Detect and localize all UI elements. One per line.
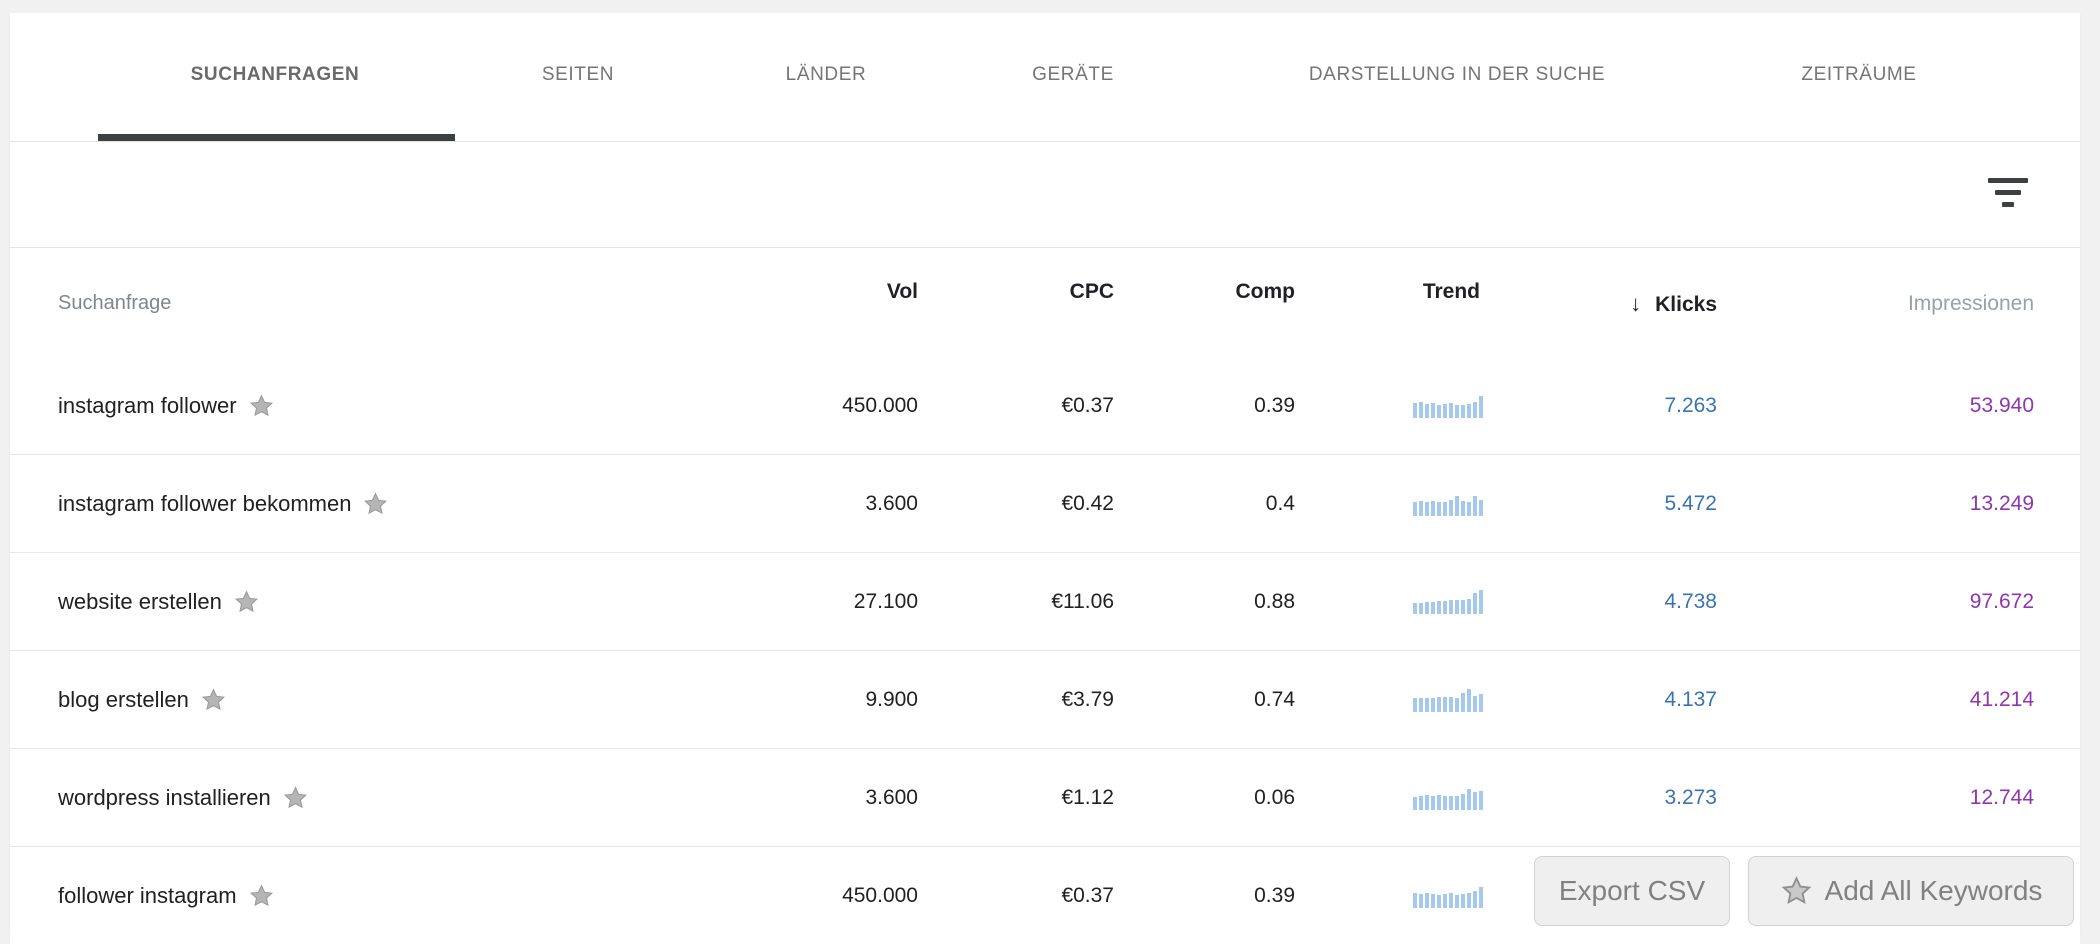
keyword-label: website erstellen [58,588,222,614]
floating-actions: Export CSV Add All Keywords [1534,856,2074,926]
vol-value: 450.000 [842,883,918,907]
star-icon [1781,876,1811,904]
cpc-value: €1.12 [1061,785,1114,809]
tab-darstellung[interactable]: DARSTELLUNG IN DER SUCHE [1308,64,1606,85]
keyword-label: instagram follower [58,392,237,418]
filter-funnel-icon[interactable] [1986,178,2030,210]
table-row: wordpress installieren 3.600 €1.12 0.06 … [10,749,2080,847]
cpc-value: €11.06 [1051,589,1114,613]
col-header-cpc[interactable]: CPC [1069,280,1114,303]
impressionen-value: 41.214 [1969,687,2034,711]
trend-sparkline [1413,783,1485,810]
vol-value: 3.600 [865,785,918,809]
favorite-star-icon[interactable] [362,491,389,517]
vol-value: 3.600 [865,491,918,515]
trend-sparkline [1413,685,1485,712]
trend-sparkline [1413,489,1485,516]
sort-desc-icon: ↓ [1630,291,1642,316]
impressionen-value: 12.744 [1969,785,2034,809]
table-header: Suchanfrage Vol CPC Comp Trend ↓ Klicks I… [10,247,2080,358]
tab-geraete[interactable]: GERÄTE [1032,64,1114,85]
table-body: instagram follower 450.000 €0.37 0.39 7.… [10,357,2080,944]
tab-suchanfragen[interactable]: SUCHANFRAGEN [190,64,360,85]
comp-value: 0.06 [1254,785,1295,809]
col-header-comp[interactable]: Comp [1235,280,1296,303]
favorite-star-icon[interactable] [282,785,309,811]
tab-bar: SUCHANFRAGEN SEITEN LÄNDER GERÄTE DARSTE… [10,13,2080,142]
col-header-klicks[interactable]: ↓ Klicks [1630,291,1717,316]
trend-sparkline [1413,391,1485,418]
comp-value: 0.39 [1254,883,1295,907]
comp-value: 0.74 [1254,687,1295,711]
comp-value: 0.4 [1265,491,1295,515]
klicks-value[interactable]: 7.263 [1664,393,1717,417]
impressionen-value: 97.672 [1969,589,2034,613]
klicks-value[interactable]: 4.738 [1664,589,1717,613]
trend-sparkline [1413,587,1485,614]
keyword-label: wordpress installieren [58,784,271,810]
filter-bar [10,141,2080,248]
add-all-keywords-label: Add All Keywords [1824,875,2043,906]
col-header-suchanfrage: Suchanfrage [58,292,172,314]
table-row: instagram follower bekommen 3.600 €0.42 … [10,455,2080,553]
keyword-label: follower instagram [58,882,237,908]
klicks-value[interactable]: 3.273 [1664,785,1717,809]
col-header-trend[interactable]: Trend [1422,280,1480,303]
export-csv-label: Export CSV [1558,875,1706,906]
trend-sparkline [1413,881,1485,908]
cpc-value: €3.79 [1061,687,1114,711]
col-header-vol[interactable]: Vol [886,280,918,303]
vol-value: 450.000 [842,393,918,417]
favorite-star-icon[interactable] [200,687,227,713]
tab-laender[interactable]: LÄNDER [785,64,867,85]
impressionen-value: 13.249 [1969,491,2034,515]
table-row: website erstellen 27.100 €11.06 0.88 4.7… [10,553,2080,651]
table-row: blog erstellen 9.900 €3.79 0.74 4.137 41… [10,651,2080,749]
table-row: follower instagram 450.000 €0.37 0.39 [10,847,2080,944]
klicks-value[interactable]: 4.137 [1664,687,1717,711]
col-header-impressionen[interactable]: Impressionen [1907,292,2034,315]
keyword-label: instagram follower bekommen [58,490,352,516]
favorite-star-icon[interactable] [248,393,275,419]
keyword-label: blog erstellen [58,686,189,712]
favorite-star-icon[interactable] [233,589,260,615]
tab-seiten[interactable]: SEITEN [541,64,615,85]
add-all-keywords-button[interactable]: Add All Keywords [1748,856,2074,926]
cpc-value: €0.42 [1061,491,1114,515]
klicks-value[interactable]: 5.472 [1664,491,1717,515]
cpc-value: €0.37 [1061,393,1114,417]
active-tab-underline [98,134,455,141]
tab-zeitraeume[interactable]: ZEITRÄUME [1801,64,1917,85]
favorite-star-icon[interactable] [248,883,275,909]
vol-value: 27.100 [853,589,918,613]
export-csv-button[interactable]: Export CSV [1534,856,1730,926]
results-card: SUCHANFRAGEN SEITEN LÄNDER GERÄTE DARSTE… [10,13,2080,944]
vol-value: 9.900 [865,687,918,711]
table-row: instagram follower 450.000 €0.37 0.39 7.… [10,357,2080,455]
cpc-value: €0.37 [1061,883,1114,907]
comp-value: 0.88 [1254,589,1295,613]
impressionen-value: 53.940 [1969,393,2034,417]
comp-value: 0.39 [1254,393,1295,417]
